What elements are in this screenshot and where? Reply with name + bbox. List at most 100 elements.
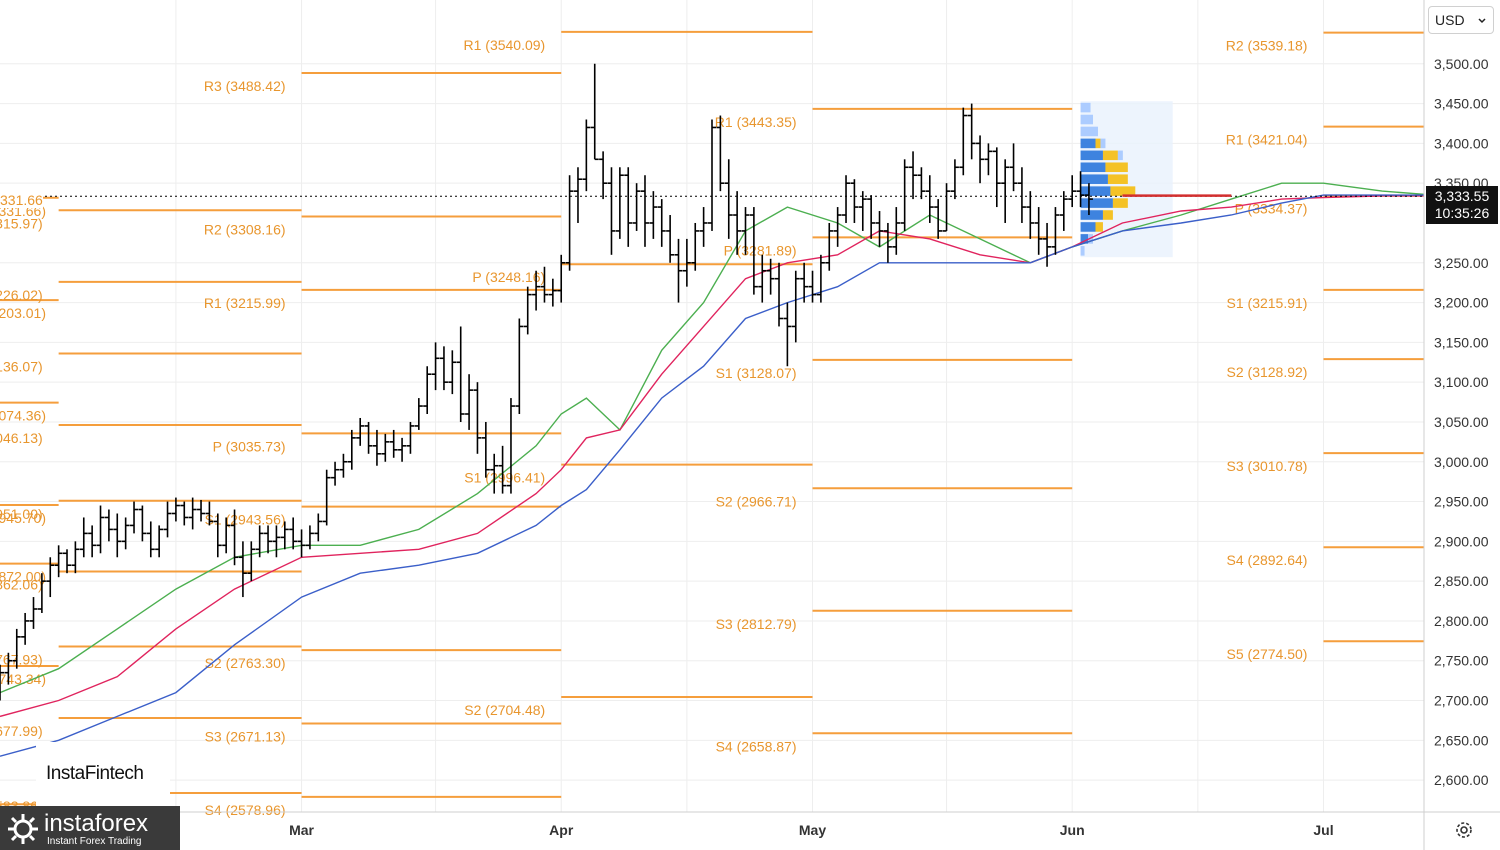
instaforex-logo[interactable]: instaforex Instant Forex Trading	[0, 806, 180, 850]
y-tick-label: 2,750.00	[1434, 653, 1489, 669]
y-tick-label: 3,500.00	[1434, 56, 1489, 72]
ohlc-bar	[1068, 175, 1077, 208]
x-tick-label: Mar	[289, 822, 314, 838]
ohlc-bar	[984, 143, 993, 176]
volume-profile-bar	[1102, 150, 1118, 161]
pivot-label: R1 (3421.04)	[1226, 132, 1308, 148]
pivot-label: 945.70)	[0, 510, 46, 526]
ohlc-bar	[331, 461, 340, 486]
chevron-down-icon	[1477, 12, 1487, 28]
volume-profile-bar	[1080, 126, 1098, 137]
pivot-label: 872.00)	[0, 569, 46, 585]
y-tick-label: 3,400.00	[1434, 135, 1489, 151]
ohlc-bar	[481, 421, 490, 478]
pivot-label: S3 (2671.13)	[205, 729, 286, 745]
ohlc-bar	[473, 382, 482, 454]
pivot-label: R2 (3046.13)	[0, 430, 43, 446]
pivot-label: S1 (2767.93)	[0, 651, 43, 667]
ohlc-bar	[163, 501, 172, 538]
ohlc-bar	[875, 211, 884, 247]
ohlc-bar	[364, 421, 373, 454]
ohlc-bar	[900, 159, 909, 231]
ohlc-bar	[1076, 171, 1085, 208]
pivot-label: R1 (3540.09)	[464, 37, 546, 53]
ohlc-bar	[942, 183, 951, 232]
ohlc-bar	[272, 525, 281, 558]
pivot-label: S4 (2658.87)	[716, 738, 797, 754]
currency-dropdown[interactable]: USD	[1428, 6, 1494, 34]
volume-profile-bar	[1080, 234, 1089, 244]
y-tick-label: 3,000.00	[1434, 454, 1489, 470]
ohlc-bar	[825, 222, 834, 271]
volume-profile-bar	[1080, 150, 1103, 161]
gear-icon[interactable]	[1454, 820, 1474, 840]
ohlc-bar	[892, 207, 901, 255]
pivot-label: R2 (3539.18)	[1226, 38, 1308, 54]
ohlc-bar	[724, 159, 733, 239]
ohlc-bar	[12, 628, 21, 669]
instaforex-logo-icon	[8, 814, 38, 844]
pivot-label: R1 (2951.00)	[0, 506, 43, 522]
pivot-label: S3 (3010.78)	[1227, 458, 1308, 474]
ohlc-bar	[1034, 207, 1043, 255]
pivot-label: S2 (2677.99)	[0, 723, 43, 739]
ohlc-bar	[808, 270, 817, 303]
pivot-label: S2 (2704.48)	[464, 702, 545, 718]
ohlc-bar	[414, 398, 423, 430]
volume-profile-bar	[1080, 174, 1108, 184]
pivot-label: S2 (3128.92)	[1227, 364, 1308, 380]
volume-profile-bar	[1080, 246, 1085, 256]
ohlc-bar	[88, 525, 97, 558]
ohlc-bar	[121, 517, 130, 550]
logo-brand-text: instaforex	[44, 810, 149, 837]
y-tick-label: 3,250.00	[1434, 255, 1489, 271]
ohlc-bar	[883, 222, 892, 263]
ohlc-bar	[205, 501, 214, 526]
ohlc-bar	[850, 179, 859, 223]
ohlc-bar	[842, 175, 851, 223]
ohlc-bar	[104, 509, 113, 542]
ohlc-bar	[758, 254, 767, 303]
ohlc-bar	[867, 195, 876, 239]
pivot-label: S5 (2774.50)	[1227, 646, 1308, 662]
currency-value: USD	[1435, 12, 1465, 28]
y-tick-label: 2,950.00	[1434, 494, 1489, 510]
ohlc-bar	[1051, 207, 1060, 255]
ohlc-bar	[96, 505, 105, 554]
ohlc-bar	[666, 215, 675, 263]
watermark-background	[36, 742, 170, 808]
ohlc-bar	[523, 286, 532, 335]
instafintech-watermark: InstaFintech	[46, 763, 144, 784]
ohlc-bar	[858, 191, 867, 231]
volume-profile-bar	[1117, 150, 1123, 161]
pivot-label: P (2862.06)	[0, 577, 43, 593]
ohlc-bar	[934, 199, 943, 239]
volume-profile-bar	[1102, 210, 1113, 220]
ohlc-bar	[54, 545, 63, 578]
ohlc-bar	[280, 521, 289, 550]
bar-countdown: 10:35:26	[1434, 205, 1490, 221]
pivot-label: S4 (2578.96)	[205, 802, 286, 818]
volume-profile	[1080, 101, 1173, 258]
ohlc-bar	[146, 521, 155, 558]
pivot-label: S4 (2892.64)	[1227, 552, 1308, 568]
ohlc-bar	[247, 541, 256, 582]
ohlc-bar	[1009, 143, 1018, 192]
volume-profile-bar	[1105, 162, 1128, 173]
current-price-badge: 3,333.55 10:35:26	[1426, 186, 1498, 224]
y-tick-label: 3,450.00	[1434, 96, 1489, 112]
pivot-label: R3 (3488.42)	[204, 78, 286, 94]
x-tick-label: Jun	[1060, 822, 1085, 838]
ohlc-bar	[213, 513, 222, 558]
logo-tagline: Instant Forex Trading	[47, 836, 142, 847]
ohlc-bar	[925, 175, 934, 223]
ohlc-bar	[607, 167, 616, 255]
ohlc-bar	[0, 664, 4, 701]
volume-profile-bar	[1100, 138, 1106, 149]
pivot-label: S2 (2966.71)	[716, 493, 797, 509]
ohlc-bar	[498, 445, 507, 494]
pivot-label: R2 (3308.16)	[204, 221, 286, 237]
ohlc-bar	[180, 501, 189, 526]
ohlc-bar	[624, 167, 633, 247]
